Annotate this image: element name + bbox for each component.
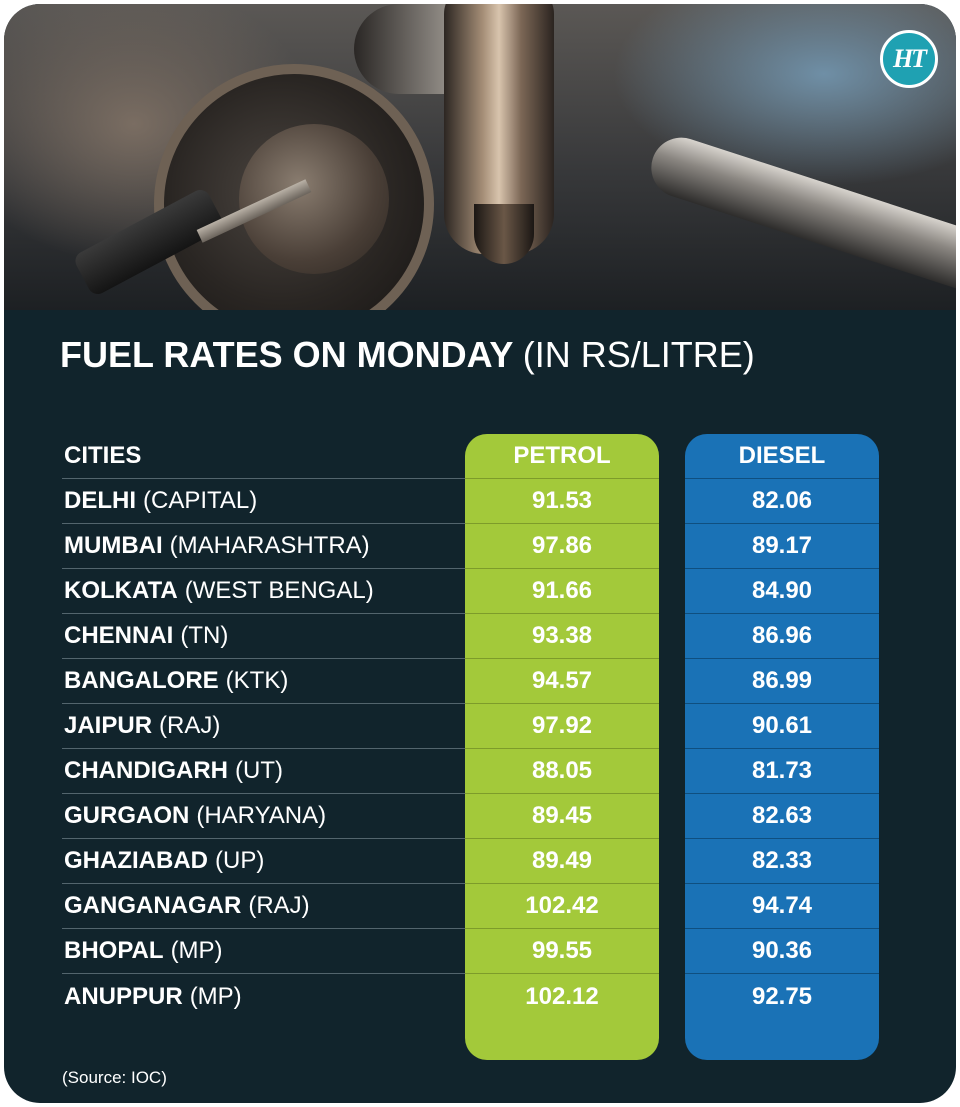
- city-state: (MP): [189, 982, 242, 1010]
- table-row: KOLKATA (WEST BENGAL) 91.66 84.90: [62, 569, 879, 614]
- table-row: GANGANAGAR (RAJ) 102.42 94.74: [62, 884, 879, 929]
- petrol-price: 91.66: [465, 569, 659, 614]
- diesel-column-background: [685, 434, 879, 1060]
- table-row: ANUPPUR (MP) 102.12 92.75: [62, 974, 879, 1019]
- table-row: CHANDIGARH (UT) 88.05 81.73: [62, 749, 879, 794]
- city-cell: MUMBAI (MAHARASHTRA): [62, 524, 467, 569]
- city-name: DELHI: [64, 487, 136, 514]
- city-state: (MP): [170, 937, 223, 964]
- city-cell: DELHI (CAPITAL): [62, 479, 467, 524]
- city-state: (UT): [235, 757, 283, 784]
- diesel-price: 82.33: [685, 839, 879, 884]
- city-name: GANGANAGAR: [64, 892, 242, 919]
- city-name: CHENNAI: [64, 622, 174, 649]
- diesel-price: 86.96: [685, 614, 879, 659]
- fuel-nozzle-photo: HT: [4, 4, 956, 310]
- table-row: GHAZIABAD (UP) 89.49 82.33: [62, 839, 879, 884]
- city-name: GURGAON: [64, 802, 190, 829]
- diesel-price: 90.61: [685, 704, 879, 749]
- diesel-price: 94.74: [685, 884, 879, 929]
- fuel-nozzle-tip: [474, 204, 534, 264]
- city-name: ANUPPUR: [64, 982, 183, 1010]
- city-cell: GHAZIABAD (UP): [62, 839, 467, 884]
- petrol-price: 88.05: [465, 749, 659, 794]
- city-state: (WEST BENGAL): [184, 577, 374, 604]
- city-cell: ANUPPUR (MP): [62, 974, 467, 1019]
- diesel-price: 82.63: [685, 794, 879, 839]
- city-state: (TN): [180, 622, 229, 649]
- petrol-price: 94.57: [465, 659, 659, 704]
- city-name: GHAZIABAD: [64, 847, 208, 874]
- city-name: MUMBAI: [64, 532, 163, 559]
- petrol-price: 99.55: [465, 929, 659, 974]
- table-row: JAIPUR (RAJ) 97.92 90.61: [62, 704, 879, 749]
- table-row: GURGAON (HARYANA) 89.45 82.63: [62, 794, 879, 839]
- ht-logo-icon: HT: [880, 30, 938, 88]
- petrol-price: 102.42: [465, 884, 659, 929]
- city-cell: CHENNAI (TN): [62, 614, 467, 659]
- table-body: DELHI (CAPITAL) 91.53 82.06 MUMBAI (MAHARASHT…: [62, 479, 879, 1019]
- petrol-price: 89.45: [465, 794, 659, 839]
- city-cell: GANGANAGAR (RAJ): [62, 884, 467, 929]
- motorcycle-handlebar: [643, 129, 956, 299]
- diesel-price: 92.75: [751, 982, 813, 1010]
- diesel-price: 81.73: [685, 749, 879, 794]
- city-state: (RAJ): [159, 712, 221, 739]
- page-title: FUEL RATES ON MONDAY (IN RS/LITRE): [60, 334, 755, 376]
- table-row: BHOPAL (MP) 99.55 90.36: [62, 929, 879, 974]
- table-row: CHENNAI (TN) 93.38 86.96: [62, 614, 879, 659]
- table-row: MUMBAI (MAHARASHTRA) 97.86 89.17: [62, 524, 879, 569]
- diesel-price: 84.90: [685, 569, 879, 614]
- petrol-price: 93.38: [465, 614, 659, 659]
- source-note: (Source: IOC): [62, 1068, 167, 1087]
- fuel-rates-table: CITIES PETROL DIESEL DELHI (CAPITAL) 91.53…: [62, 434, 879, 1019]
- title-main: FUEL RATES ON MONDAY: [60, 334, 513, 375]
- table-header-row: CITIES PETROL DIESEL: [62, 434, 879, 479]
- title-unit: (IN RS/LITRE): [522, 334, 755, 375]
- city-cell: CHANDIGARH (UT): [62, 749, 467, 794]
- city-cell: KOLKATA (WEST BENGAL): [62, 569, 467, 614]
- table-row: DELHI (CAPITAL) 91.53 82.06: [62, 479, 879, 524]
- diesel-price: 89.17: [685, 524, 879, 569]
- header-petrol: PETROL: [465, 434, 659, 479]
- city-state: (RAJ): [248, 892, 310, 919]
- petrol-price: 97.86: [465, 524, 659, 569]
- diesel-price: 82.06: [685, 479, 879, 524]
- table-row: BANGALORE (KTK) 94.57 86.99: [62, 659, 879, 704]
- city-state: (CAPITAL): [143, 487, 258, 514]
- city-state: (HARYANA): [196, 802, 327, 829]
- petrol-price: 102.12: [525, 982, 599, 1010]
- diesel-price: 86.99: [685, 659, 879, 704]
- city-name: CHANDIGARH: [64, 757, 228, 784]
- city-cell: JAIPUR (RAJ): [62, 704, 467, 749]
- city-cell: GURGAON (HARYANA): [62, 794, 467, 839]
- city-name: BHOPAL: [64, 937, 164, 964]
- infographic-card: HT FUEL RATES ON MONDAY (IN RS/LITRE) CI…: [4, 4, 956, 1103]
- header-diesel: DIESEL: [685, 434, 879, 479]
- city-name: KOLKATA: [64, 577, 178, 604]
- city-state: (MAHARASHTRA): [169, 532, 370, 559]
- city-state: (UP): [215, 847, 265, 874]
- petrol-price: 91.53: [465, 479, 659, 524]
- city-name: JAIPUR: [64, 712, 153, 739]
- diesel-price: 90.36: [685, 929, 879, 974]
- city-cell: BANGALORE (KTK): [62, 659, 467, 704]
- header-cities: CITIES: [62, 434, 467, 479]
- petrol-price: 97.92: [465, 704, 659, 749]
- petrol-column-background: [465, 434, 659, 1060]
- city-state: (KTK): [225, 667, 289, 694]
- city-cell: BHOPAL (MP): [62, 929, 467, 974]
- petrol-price: 89.49: [465, 839, 659, 884]
- city-name: BANGALORE: [64, 667, 219, 694]
